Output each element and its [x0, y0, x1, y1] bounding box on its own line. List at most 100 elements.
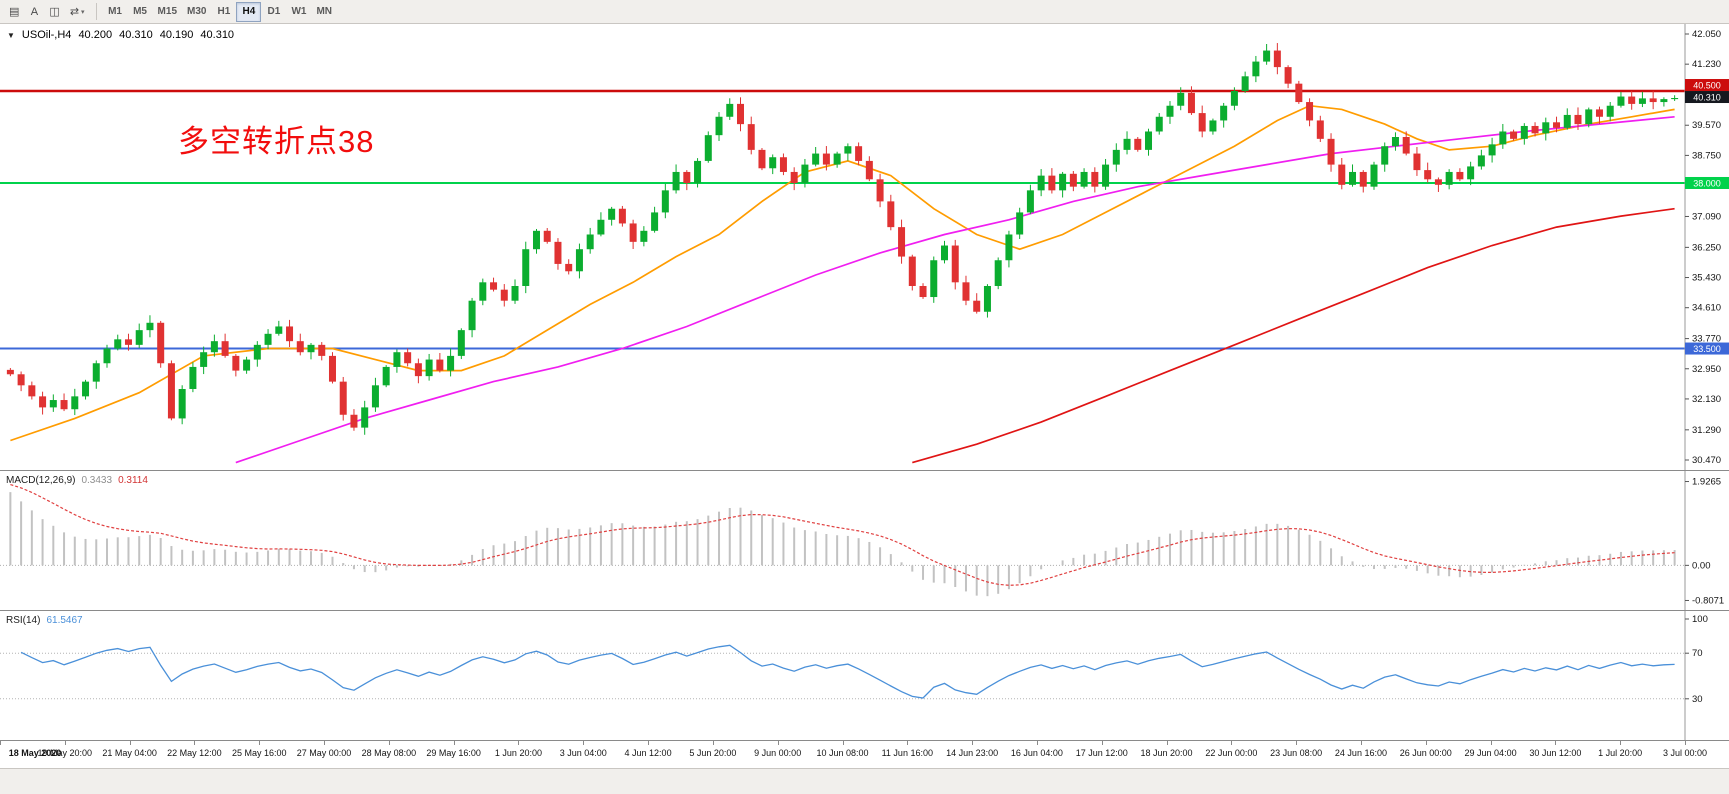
price-tag-label: 40.500: [1693, 81, 1721, 91]
time-axis[interactable]: 18 May 2020 19 May 20:00 21 May 04:00 22 Ma…: [0, 740, 1729, 769]
candle-body: [704, 135, 712, 161]
candle-body: [1198, 113, 1206, 132]
candle-body: [60, 400, 68, 410]
candle-body: [382, 366, 390, 386]
candle-body: [135, 330, 143, 345]
time-tick: [388, 741, 390, 745]
time-label: 9 Jun 00:00: [754, 748, 802, 758]
candle-body: [1628, 96, 1636, 104]
time-label: 19 May 20:00: [37, 748, 93, 758]
candle-body: [532, 230, 540, 250]
candle-body: [747, 124, 755, 150]
candle-body: [361, 407, 369, 428]
price-tick-label: 34.610: [1692, 303, 1721, 314]
ma-medium-magenta: [235, 115, 1675, 464]
price-tag: [1685, 342, 1729, 355]
candle-body: [1563, 114, 1571, 128]
symbol-dropdown-icon[interactable]: ▼: [7, 30, 15, 40]
timeframe-button-D1[interactable]: D1: [261, 2, 286, 22]
tool-shapes-tool-icon[interactable]: ◫: [44, 2, 64, 22]
tool-text-tool-icon[interactable]: A: [24, 2, 44, 22]
candle-body: [1230, 91, 1238, 106]
candle-body: [586, 234, 594, 250]
candle-body: [898, 227, 906, 257]
candle-body: [822, 153, 830, 165]
candle-body: [28, 385, 36, 397]
candle-body: [414, 363, 422, 377]
candle-body: [640, 230, 648, 242]
annotation-text-object[interactable]: 多空转折点38: [178, 124, 375, 159]
ohlc-low: 40.190: [159, 29, 194, 41]
timeframe-button-M5[interactable]: M5: [128, 2, 153, 22]
time-tick: [259, 741, 261, 745]
time-tick: [324, 741, 326, 745]
macd-tick-label: 0.00: [1692, 560, 1711, 571]
macd-signal-line: [10, 484, 1675, 586]
price-tag-label: 40.310: [1693, 93, 1721, 103]
candle-body: [243, 359, 251, 371]
time-label: 17 Jun 12:00: [1075, 748, 1128, 758]
timeframe-button-W1[interactable]: W1: [286, 2, 311, 22]
rsi-tick-label: 30: [1692, 694, 1703, 705]
timeframe-button-M30[interactable]: M30: [182, 2, 211, 22]
candle-body: [1424, 170, 1432, 180]
candle-body: [608, 208, 616, 220]
time-label: 30 Jun 12:00: [1529, 748, 1582, 758]
candle-body: [629, 223, 637, 242]
rsi-pane[interactable]: 100 70 30 RSI(14) 61.5467: [0, 610, 1729, 741]
price-tick-label: 33.770: [1692, 334, 1721, 345]
candle-body: [468, 300, 476, 331]
candle-body: [1284, 67, 1292, 84]
time-label: 21 May 04:00: [102, 748, 157, 758]
macd-chart[interactable]: 1.9265 0.00 -0.8071: [0, 471, 1729, 611]
rsi-chart[interactable]: 100 70 30: [0, 611, 1729, 741]
candle-body: [49, 400, 57, 408]
timeframe-button-M15[interactable]: M15: [153, 2, 182, 22]
ma-slow-red: [912, 207, 1675, 464]
rsi-line: [20, 644, 1675, 699]
candle-body: [941, 245, 949, 261]
time-tick: [712, 741, 714, 745]
candlestick-chart[interactable]: 42.05041.23040.41039.57038.75037.93037.0…: [0, 24, 1729, 470]
candle-body: [318, 344, 326, 356]
candle-body: [232, 355, 240, 371]
timeframe-button-H1[interactable]: H1: [211, 2, 236, 22]
timeframe-button-MN[interactable]: MN: [311, 2, 337, 22]
ohlc-high: 40.310: [119, 29, 153, 41]
candle-body: [339, 381, 347, 415]
candle-body: [1434, 179, 1442, 185]
time-tick: [1231, 741, 1233, 745]
time-tick: [518, 741, 520, 745]
candle-body: [1145, 131, 1153, 150]
tool-cycles-tool-icon[interactable]: ⇄ ▾: [65, 2, 90, 22]
price-tag-label: 38.000: [1693, 178, 1721, 188]
price-tag: [1685, 91, 1729, 104]
time-label: 10 Jun 08:00: [816, 748, 869, 758]
candle-body: [522, 249, 530, 286]
time-tick: [64, 741, 66, 745]
tool-charts-icon[interactable]: ▤: [4, 2, 24, 22]
candle-body: [715, 116, 723, 136]
candle-body: [1585, 109, 1593, 125]
candle-body: [1295, 83, 1303, 103]
price-tick-label: 35.430: [1692, 273, 1721, 284]
candle-body: [565, 263, 573, 272]
candle-body: [500, 289, 508, 301]
macd-main-value: 0.3433: [81, 475, 113, 486]
time-tick: [194, 741, 196, 745]
time-label: 16 Jun 04:00: [1010, 748, 1063, 758]
candle-body: [694, 160, 702, 183]
candle-body: [779, 157, 787, 172]
candle-body: [1112, 149, 1120, 165]
timeframe-button-M1[interactable]: M1: [103, 2, 128, 22]
timeframe-button-H4[interactable]: H4: [236, 1, 262, 22]
time-tick: [129, 741, 131, 745]
time-tick: [1101, 741, 1103, 745]
candle-body: [103, 348, 111, 364]
chart-header: ▼ USOil-,H4 40.200 40.310 40.190 40.310: [7, 29, 234, 41]
main-chart-pane[interactable]: 42.05041.23040.41039.57038.75037.93037.0…: [0, 24, 1729, 470]
candle-body: [855, 146, 863, 161]
candle-body: [1542, 122, 1550, 134]
macd-pane[interactable]: 1.9265 0.00 -0.8071 MACD(12,26,9) 0.3433 0…: [0, 470, 1729, 611]
